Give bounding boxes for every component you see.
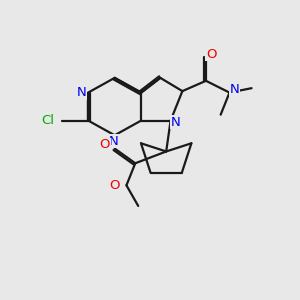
Text: N: N — [171, 116, 181, 128]
Text: N: N — [77, 86, 87, 99]
Text: O: O — [206, 48, 217, 61]
Text: O: O — [100, 139, 110, 152]
Text: O: O — [110, 179, 120, 192]
Text: N: N — [230, 83, 240, 96]
Text: Cl: Cl — [41, 114, 54, 127]
Text: N: N — [108, 135, 118, 148]
